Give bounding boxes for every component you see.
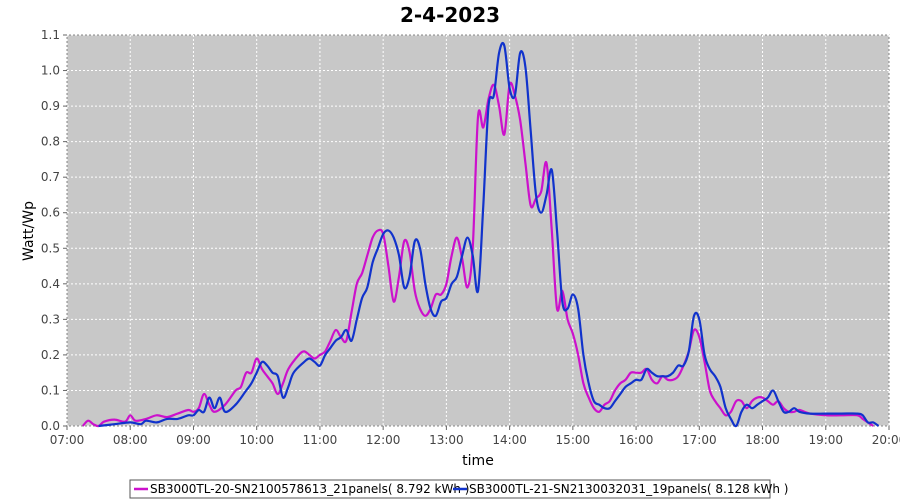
x-tick-label: 17:00 [682, 433, 717, 447]
x-tick-label: 19:00 [808, 433, 843, 447]
y-tick-label: 0.9 [41, 99, 60, 113]
x-tick-label: 11:00 [303, 433, 338, 447]
y-tick-label: 0.8 [41, 135, 60, 149]
plot-area [66, 34, 890, 427]
y-axis-ticks: 0.0 0.1 0.2 0.3 0.4 0.5 0.6 0.7 0.8 0.9 1.0 1.1 [41, 28, 67, 433]
y-axis-label: Watt/Wp [21, 201, 37, 261]
y-tick-label: 0.6 [41, 206, 60, 220]
y-tick-label: 0.2 [41, 348, 60, 362]
x-axis-ticks: 07:00 08:00 09:00 10:00 11:00 12:00 13:00 14:00… [50, 426, 900, 447]
series-lines [81, 42, 880, 428]
legend-label-2: SB3000TL-21-SN2130032031_19panels( 8.128… [469, 482, 788, 496]
x-axis-label: time [462, 453, 494, 469]
x-tick-label: 14:00 [492, 433, 527, 447]
legend-label-1: SB3000TL-20-SN2100578613_21panels( 8.792… [150, 482, 469, 496]
grid-lines [66, 34, 890, 427]
y-tick-label: 0.1 [41, 383, 60, 397]
y-tick-label: 0.4 [41, 277, 60, 291]
x-tick-label: 13:00 [429, 433, 464, 447]
x-tick-label: 09:00 [176, 433, 211, 447]
y-tick-label: 0.7 [41, 170, 60, 184]
series-line-2 [98, 42, 880, 428]
x-tick-label: 18:00 [745, 433, 780, 447]
x-tick-label: 07:00 [50, 433, 85, 447]
chart-title: 2-4-2023 [400, 3, 500, 27]
x-tick-label: 16:00 [619, 433, 654, 447]
x-tick-label: 10:00 [239, 433, 274, 447]
y-tick-label: 0.5 [41, 241, 60, 255]
legend: SB3000TL-20-SN2100578613_21panels( 8.792… [129, 479, 788, 499]
x-tick-label: 08:00 [113, 433, 148, 447]
legend-box [129, 479, 771, 499]
y-tick-label: 0.0 [41, 419, 60, 433]
y-tick-label: 0.3 [41, 312, 60, 326]
series-line-1 [81, 81, 874, 428]
y-tick-label: 1.0 [41, 64, 60, 78]
x-tick-label: 15:00 [556, 433, 591, 447]
x-tick-label: 12:00 [366, 433, 401, 447]
x-tick-label: 20:00 [872, 433, 900, 447]
y-tick-label: 1.1 [41, 28, 60, 42]
